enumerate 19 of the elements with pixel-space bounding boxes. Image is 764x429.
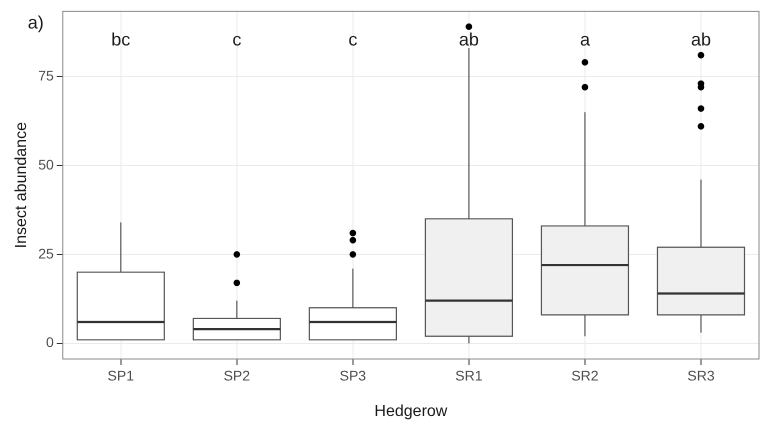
y-axis-title: Insect abundance bbox=[13, 122, 30, 248]
annotation: c bbox=[348, 29, 358, 50]
y-tick-label: 75 bbox=[38, 67, 54, 84]
x-tick-label: SR1 bbox=[455, 367, 483, 384]
annotation: bc bbox=[111, 29, 130, 50]
y-tick-label: 25 bbox=[38, 245, 54, 262]
annotation: c bbox=[232, 29, 242, 50]
x-tick-label: SP1 bbox=[108, 367, 134, 384]
text: a) bbox=[28, 12, 44, 32]
annotation: ab bbox=[690, 29, 711, 50]
x-tick-label: SR2 bbox=[571, 367, 599, 384]
y-tick-label: 0 bbox=[46, 334, 54, 350]
x-tick-label: SR3 bbox=[687, 367, 715, 384]
annotation: a bbox=[580, 29, 591, 50]
x-tick-label: SP3 bbox=[340, 367, 366, 384]
x-tick-label: SP2 bbox=[224, 367, 250, 384]
annotation: ab bbox=[458, 29, 479, 50]
x-axis-title: Hedgerow bbox=[374, 402, 448, 420]
y-tick-label: 50 bbox=[38, 156, 54, 172]
